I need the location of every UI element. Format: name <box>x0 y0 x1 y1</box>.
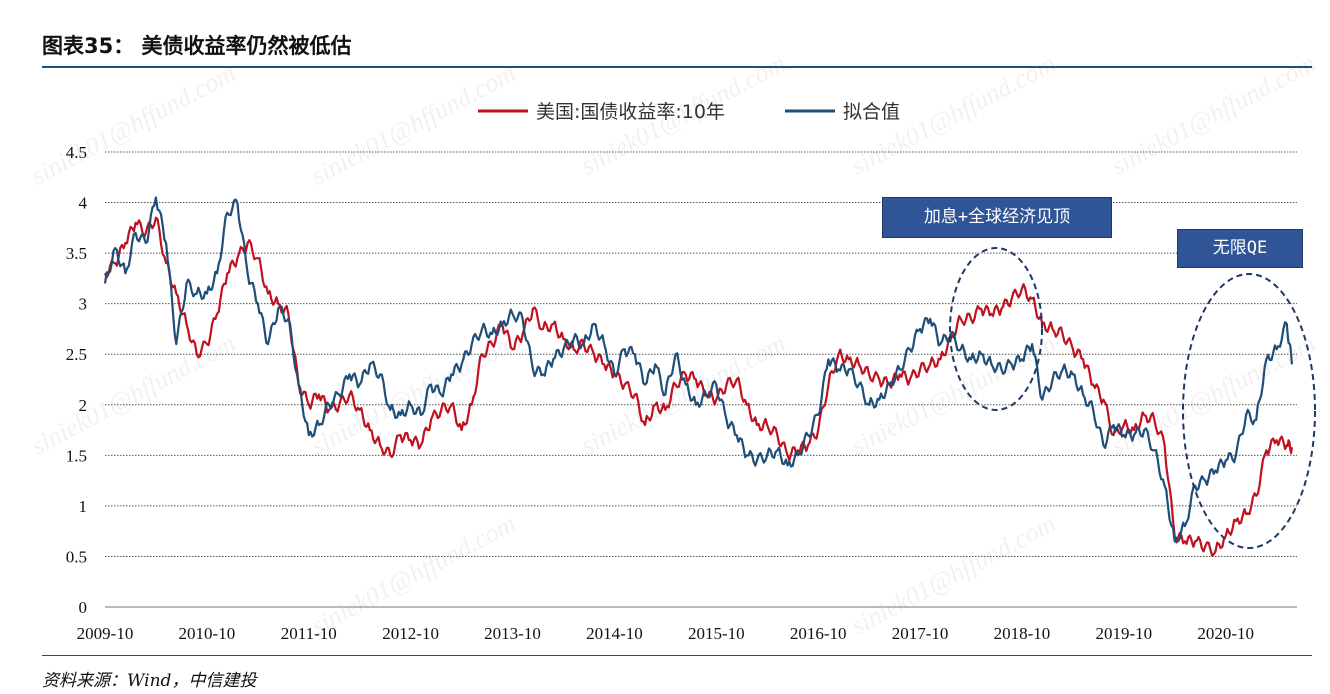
gridlines <box>105 151 1297 608</box>
y-tick-label: 4 <box>79 194 88 213</box>
legend: 美国:国债收益率:10年 拟合值 <box>478 101 900 123</box>
x-tick-label: 2010-10 <box>179 624 236 643</box>
x-tick-label: 2020-10 <box>1197 624 1254 643</box>
legend-label-fitted: 拟合值 <box>843 101 900 123</box>
annotation-rate-hike: 加息+全球经济见顶 <box>882 197 1112 238</box>
x-tick-label: 2011-10 <box>281 624 337 643</box>
x-tick-label: 2019-10 <box>1095 624 1152 643</box>
footer-rule <box>42 655 1312 656</box>
x-tick-label: 2015-10 <box>688 624 745 643</box>
x-tick-label: 2013-10 <box>484 624 541 643</box>
x-tick-label: 2017-10 <box>892 624 949 643</box>
y-axis-ticks: 4.5 4 3.5 3 2.5 2 1.5 1 0.5 0 <box>66 143 88 617</box>
highlight-ellipse-2018 <box>949 247 1043 411</box>
x-tick-label: 2016-10 <box>790 624 847 643</box>
x-tick-label: 2012-10 <box>382 624 439 643</box>
series-line-us10y <box>103 216 1293 557</box>
y-tick-label: 3.5 <box>66 244 87 263</box>
y-tick-label: 1 <box>79 497 88 516</box>
annotation-unlimited-qe: 无限QE <box>1177 229 1303 268</box>
x-axis-ticks: 2009-10 2010-10 2011-10 2012-10 2013-10 2014-… <box>77 624 1254 643</box>
y-tick-label: 2 <box>79 396 88 415</box>
highlight-ellipses <box>949 247 1316 549</box>
legend-label-us10y: 美国:国债收益率:10年 <box>536 101 725 123</box>
x-tick-label: 2009-10 <box>77 624 134 643</box>
y-tick-label: 0.5 <box>66 547 87 566</box>
figure-title: 图表35： 美债收益率仍然被低估 <box>42 34 352 58</box>
title-rule <box>42 66 1312 68</box>
y-tick-label: 0 <box>79 598 88 617</box>
y-tick-label: 3 <box>79 295 88 314</box>
y-tick-label: 4.5 <box>66 143 87 162</box>
y-tick-label: 1.5 <box>66 446 87 465</box>
y-tick-label: 2.5 <box>66 345 87 364</box>
x-tick-label: 2018-10 <box>994 624 1051 643</box>
highlight-ellipse-2020 <box>1182 273 1316 549</box>
source-note: 资料来源：Wind，中信建投 <box>42 671 257 691</box>
series-lines <box>103 196 1293 557</box>
x-tick-label: 2014-10 <box>586 624 643 643</box>
series-line-fitted <box>103 196 1293 543</box>
